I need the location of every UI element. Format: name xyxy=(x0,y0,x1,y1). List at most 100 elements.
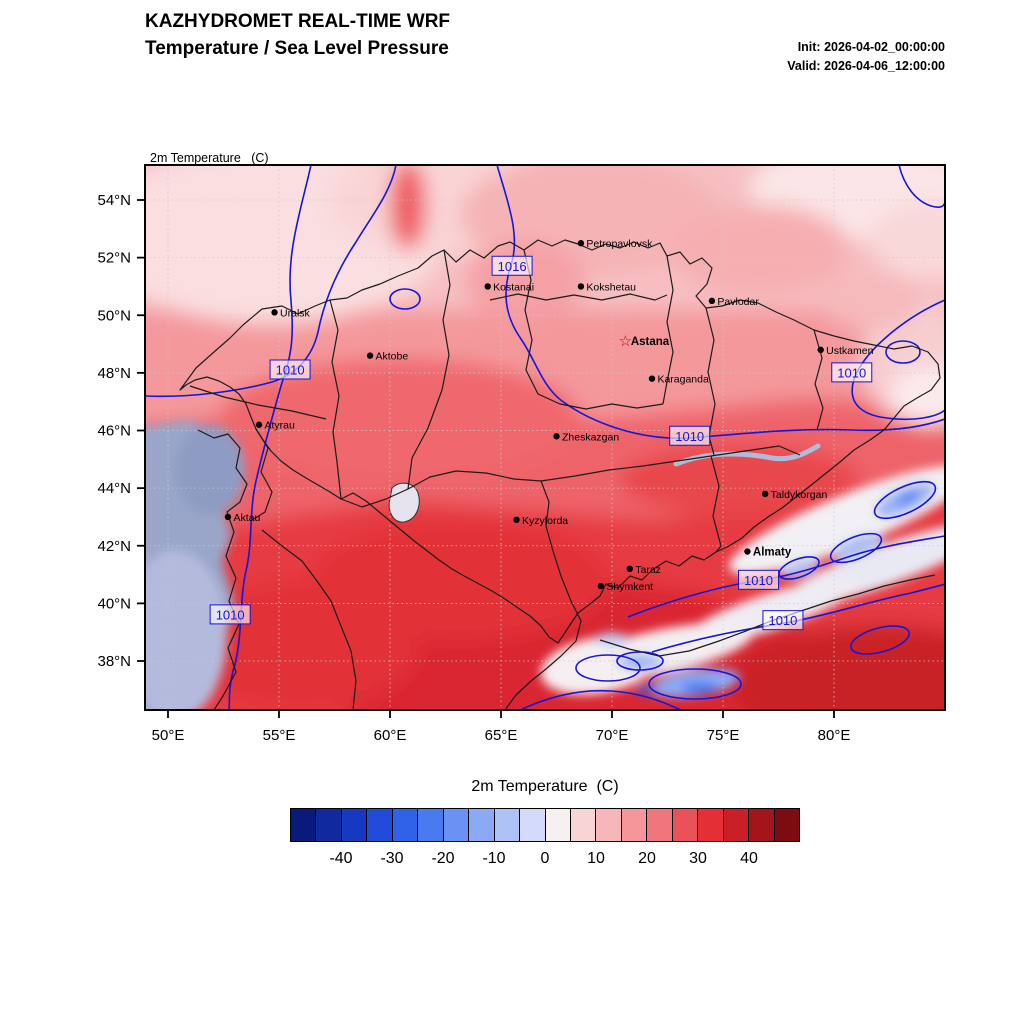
colorbar-cell xyxy=(469,809,495,841)
neighbor-border xyxy=(261,529,357,710)
colorbar-cell xyxy=(672,809,699,841)
city-label: Petropavlovsk xyxy=(586,238,653,250)
run-times: Init: 2026-04-02_00:00:00 Valid: 2026-04… xyxy=(787,38,945,76)
city-label: Taraz xyxy=(635,564,661,576)
city-label: Ustkamen xyxy=(826,345,873,357)
aral-sea xyxy=(388,482,420,523)
city-label: Taldykorgan xyxy=(771,489,828,501)
colorbar-tick-label: 10 xyxy=(587,850,605,867)
city-dot-icon xyxy=(255,421,263,428)
oblast-border xyxy=(662,255,674,405)
oblast-border xyxy=(540,445,801,482)
city-marker-karaganda: Karaganda xyxy=(648,374,709,386)
city-label: Atyrau xyxy=(265,420,296,432)
contour-loop xyxy=(850,625,910,655)
colorbar-tick-label: -40 xyxy=(329,850,353,867)
colorbar: 2m Temperature (C) -40 -30 -20 -10 0 10 20 30 40 xyxy=(290,778,800,874)
colorbar-tick-label: 20 xyxy=(638,850,656,867)
city-marker-aktau: Aktau xyxy=(224,512,260,524)
pressure-contour-label: 1016 xyxy=(491,255,533,276)
pressure-contour-label: 1010 xyxy=(762,610,804,631)
city-label: Almaty xyxy=(753,547,792,559)
title-line2: Temperature / Sea Level Pressure xyxy=(145,38,449,59)
city-marker-aktobe: Aktobe xyxy=(366,351,408,363)
contour-loop xyxy=(778,556,820,580)
x-axis-label: 80°E xyxy=(818,727,851,744)
colorbar-cell xyxy=(316,809,342,841)
colorbar-tick-label: -30 xyxy=(380,850,404,867)
colorbar-cell xyxy=(494,809,521,841)
oblast-border xyxy=(710,455,722,553)
capital-star-icon: ☆ xyxy=(619,332,632,350)
pressure-label-value: 1010 xyxy=(276,362,305,377)
pressure-label-value: 1016 xyxy=(498,259,527,274)
caspian-sea-shading xyxy=(145,420,245,710)
city-marker-pavlodar: Pavlodar xyxy=(708,296,759,308)
city-label: Karaganda xyxy=(657,374,709,386)
contour-line xyxy=(651,583,945,653)
city-dot-icon xyxy=(366,352,374,359)
colorbar-cell xyxy=(291,809,317,841)
valid-time: Valid: 2026-04-06_12:00:00 xyxy=(787,59,945,73)
city-label: Shymkent xyxy=(606,581,653,593)
y-axis-label: 40°N xyxy=(97,595,131,612)
city-label: Uralsk xyxy=(280,307,311,319)
colorbar-tick-labels: -40 -30 -20 -10 0 10 20 30 40 xyxy=(290,850,800,874)
pressure-contour-label: 1010 xyxy=(269,359,311,380)
country-border xyxy=(179,239,941,644)
pressure-label-value: 1010 xyxy=(744,573,773,588)
contour-loop xyxy=(575,654,641,682)
city-marker-taldykorgan: Taldykorgan xyxy=(761,489,828,501)
y-axis-label: 52°N xyxy=(97,250,131,267)
x-axis-label: 75°E xyxy=(707,727,740,744)
pressure-contour-label: 1010 xyxy=(209,604,251,625)
colorbar-cell xyxy=(749,809,775,841)
init-time: Init: 2026-04-02_00:00:00 xyxy=(797,40,945,54)
city-label: Zheskazgan xyxy=(562,431,619,443)
pressure-label-box xyxy=(738,569,780,590)
y-axis-label: 46°N xyxy=(97,423,131,440)
x-axis-label: 50°E xyxy=(152,727,185,744)
contour-line xyxy=(851,299,945,421)
x-axis-label: 60°E xyxy=(374,727,407,744)
pressure-contour-label: 1010 xyxy=(669,425,711,446)
city-label: Kostanai xyxy=(493,281,534,293)
colorbar-cell xyxy=(774,809,800,841)
city-dot-icon xyxy=(577,240,585,247)
city-marker-petropavlovsk: Petropavlovsk xyxy=(577,238,653,250)
page-title: KAZHYDROMET REAL-TIME WRF Temperature / … xyxy=(145,8,450,62)
colorbar-tick-label: 0 xyxy=(540,850,550,867)
pressure-label-box xyxy=(831,362,873,383)
contour-loop xyxy=(885,340,921,364)
pressure-label-value: 1010 xyxy=(216,607,245,622)
city-marker-shymkent: Shymkent xyxy=(597,581,653,593)
field-label-temperature: 2m Temperature (C) xyxy=(150,151,269,165)
oblast-border xyxy=(329,299,342,500)
coastline xyxy=(197,429,248,710)
pressure-label-value: 1010 xyxy=(837,365,866,380)
city-dot-icon xyxy=(224,513,232,521)
y-axis-label: 42°N xyxy=(97,538,131,555)
pressure-label-box xyxy=(669,425,711,446)
y-axis-label: 38°N xyxy=(97,653,131,670)
title-line1: KAZHYDROMET REAL-TIME WRF xyxy=(145,11,451,32)
colorbar-cell xyxy=(520,809,546,841)
city-dot-icon xyxy=(626,565,633,572)
pressure-label-box xyxy=(491,255,533,276)
axes: 54°N 52°N 50°N 48°N 46°N 44°N 42°N 40°N 38°N 50°E… xyxy=(97,192,850,744)
city-label: Pavlodar xyxy=(717,296,759,308)
city-label: Kokshetau xyxy=(586,281,636,293)
colorbar-cell xyxy=(723,809,750,841)
colorbar-cell xyxy=(647,809,673,841)
city-dot-icon xyxy=(597,582,605,590)
colorbar-gradient xyxy=(290,808,800,842)
colorbar-tick-label: -20 xyxy=(431,850,455,867)
colorbar-cell xyxy=(545,809,571,841)
city-marker-kokshetau: Kokshetau xyxy=(577,281,636,293)
city-marker-almaty: Almaty xyxy=(744,547,792,559)
y-axis-label: 54°N xyxy=(97,192,131,209)
colorbar-cell xyxy=(596,809,622,841)
y-axis-label: 44°N xyxy=(97,480,131,497)
